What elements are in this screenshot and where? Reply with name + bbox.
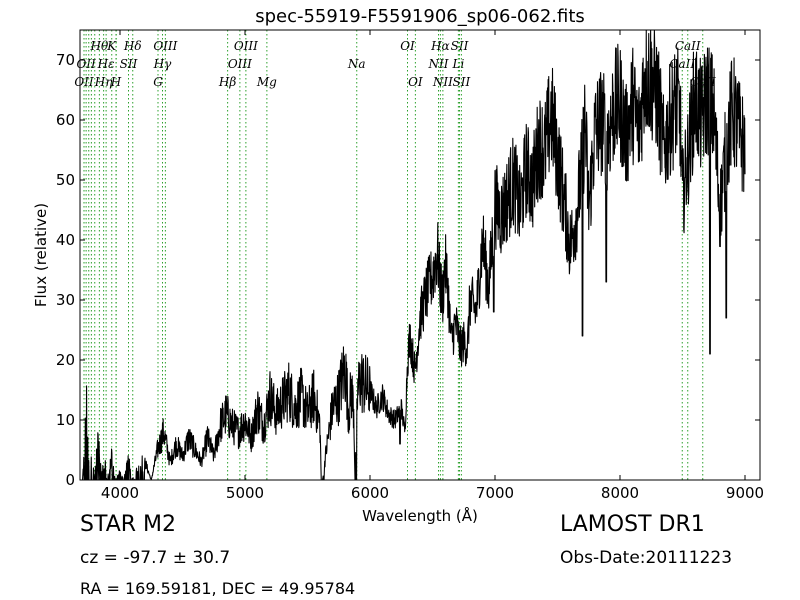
spectral-line-label: K bbox=[106, 39, 117, 53]
y-axis-label: Flux (relative) bbox=[32, 203, 50, 307]
chart-title: spec-55919-F5591906_sp06-062.fits bbox=[255, 6, 585, 27]
spectral-line-label: SII bbox=[453, 75, 471, 89]
spectral-line-label: Hη bbox=[94, 75, 113, 89]
x-tick-label: 5000 bbox=[226, 484, 264, 502]
spectral-line-label: Hδ bbox=[123, 39, 142, 53]
spectral-line-label: Hα bbox=[430, 39, 450, 53]
obs-date-label: Obs-Date:20111223 bbox=[560, 548, 733, 568]
x-axis-label: Wavelength (Å) bbox=[362, 506, 478, 525]
y-tick-label: 10 bbox=[56, 411, 75, 429]
x-tick-label: 6000 bbox=[351, 484, 389, 502]
spectral-line-label: Hε bbox=[97, 57, 115, 71]
x-tick-label: 9000 bbox=[726, 484, 764, 502]
y-tick-label: 20 bbox=[56, 351, 75, 369]
y-tick-label: 0 bbox=[65, 471, 75, 489]
spectral-line-label: OIII bbox=[228, 57, 252, 71]
x-tick-label: 4000 bbox=[101, 484, 139, 502]
spectral-line-label: Hγ bbox=[153, 57, 172, 71]
spectrum-line bbox=[81, 29, 746, 481]
spectral-line-label: OI bbox=[408, 75, 423, 89]
spectral-line-label: G bbox=[153, 75, 163, 89]
spectral-line-label: OIII bbox=[153, 39, 177, 53]
x-tick-label: 8000 bbox=[601, 484, 639, 502]
survey-label: LAMOST DR1 bbox=[560, 512, 705, 537]
y-tick-label: 50 bbox=[56, 171, 75, 189]
y-tick-label: 40 bbox=[56, 231, 75, 249]
plot-frame bbox=[79, 29, 761, 481]
y-tick-label: 60 bbox=[56, 111, 75, 129]
spectral-line-label: Li bbox=[451, 57, 464, 71]
spectral-line-label: CaII bbox=[675, 39, 701, 53]
spectral-line-label: NII bbox=[428, 57, 449, 71]
spectral-line-label: OIII bbox=[234, 39, 258, 53]
spectral-line-label: CaII bbox=[669, 57, 695, 71]
spectral-line-label: NII bbox=[432, 75, 453, 89]
spectral-line-label: OI bbox=[400, 39, 415, 53]
x-tick-label: 7000 bbox=[476, 484, 514, 502]
redshift-label: cz = -97.7 ± 30.7 bbox=[80, 548, 231, 568]
spectral-line-label: SII bbox=[451, 39, 469, 53]
coordinates-label: RA = 169.59181, DEC = 49.95784 bbox=[80, 579, 356, 598]
spectral-line-label: Mg bbox=[256, 75, 277, 89]
spectral-line-label: OII bbox=[76, 57, 96, 71]
object-class-label: STAR M2 bbox=[80, 512, 177, 537]
spectral-line-label: Na bbox=[347, 57, 366, 71]
spectral-line-label: Hβ bbox=[218, 75, 236, 89]
y-tick-label: 70 bbox=[56, 51, 75, 69]
y-tick-label: 30 bbox=[56, 291, 75, 309]
spectral-line-label: SII bbox=[120, 57, 138, 71]
